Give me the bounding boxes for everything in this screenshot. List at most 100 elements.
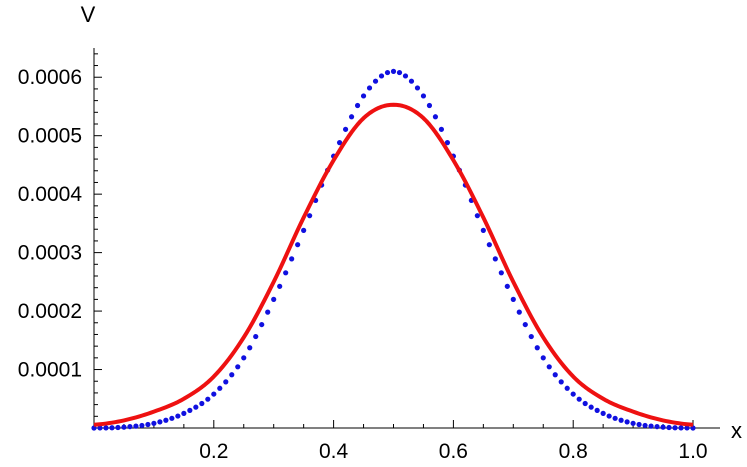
series-0-dot <box>97 425 103 431</box>
series-0-dot <box>384 69 391 76</box>
series-0-dot <box>187 407 193 413</box>
series-0-dot <box>336 140 343 146</box>
series-0-dot <box>678 425 684 431</box>
series-0-dot <box>265 309 271 315</box>
series-0-dot <box>516 309 522 315</box>
series-0-dot <box>145 421 151 428</box>
series-0-dot <box>564 385 570 391</box>
series-0-dot <box>654 424 660 430</box>
series-0-dot <box>546 364 552 370</box>
series-0-dot <box>127 424 133 430</box>
series-0-dot <box>342 126 349 132</box>
series-0-dot <box>576 396 582 402</box>
series-0-dot <box>247 345 253 351</box>
series-0-dot <box>307 213 313 219</box>
series-0-dot <box>438 126 445 132</box>
series-0-point <box>211 391 217 397</box>
x-tick-label: 0.2 <box>199 440 228 463</box>
series-1-line <box>93 102 694 427</box>
series-0-dot <box>378 73 385 79</box>
series-0-dot <box>157 419 163 425</box>
y-tick-label: 0.0004 <box>18 183 83 206</box>
series-0-dot <box>486 242 492 248</box>
series-0-point <box>570 391 576 397</box>
series-0-point <box>121 424 127 430</box>
series-0-dot <box>169 415 175 421</box>
series-0-dot <box>396 69 403 76</box>
series-0-dot <box>426 102 433 109</box>
y-tick-label: 0.0005 <box>18 125 82 148</box>
x-tick-label: 0.4 <box>319 440 349 463</box>
series-0-point <box>420 93 427 99</box>
series-0-dot <box>594 407 600 413</box>
series-0-dot <box>199 400 205 407</box>
series-0-dot <box>504 283 510 289</box>
series-0-dot <box>366 85 373 91</box>
y-tick-label: 0.0002 <box>18 300 82 323</box>
series-0-dot <box>115 424 121 431</box>
series-0-dot <box>103 425 109 431</box>
x-tick-label: 1.0 <box>678 440 707 463</box>
series-0-point <box>540 355 546 361</box>
series-0-point <box>271 296 277 302</box>
axes <box>93 48 720 429</box>
series-0-dot <box>672 425 678 431</box>
series-0-point <box>600 410 606 416</box>
series-0-dot <box>582 400 588 407</box>
series-0-dot <box>552 372 558 378</box>
series-0-dot <box>444 140 451 146</box>
series-0-dot <box>624 419 630 425</box>
x-axis-label: x <box>731 418 742 443</box>
series-0-dot <box>289 256 295 262</box>
x-tick-label: 0.6 <box>439 440 468 463</box>
series-0-dot <box>133 423 139 429</box>
series-0-dot <box>534 345 540 351</box>
series-0-dot <box>588 404 594 410</box>
series-0-dot <box>666 424 672 431</box>
series-0-point <box>181 410 187 416</box>
series-0-point <box>91 425 97 431</box>
y-tick-label: 0.0001 <box>18 359 82 382</box>
series-0-dot <box>295 242 301 248</box>
series-0-dot <box>528 333 534 340</box>
series-0-point <box>480 227 486 233</box>
series-0-dot <box>205 396 211 402</box>
series-0-dot <box>414 85 421 91</box>
series-0-dot <box>606 413 612 419</box>
series <box>91 68 696 431</box>
series-0-dot <box>402 73 409 79</box>
series-0-point <box>660 424 666 430</box>
series-0-dot <box>648 423 654 429</box>
series-0-dot <box>109 425 115 431</box>
series-0-dot <box>372 78 379 84</box>
series-0-dot <box>612 415 618 421</box>
series-0-dot <box>498 270 504 276</box>
series-0-dot <box>139 422 145 429</box>
series-0-dot <box>277 283 283 289</box>
series-0-dot <box>354 102 361 109</box>
series-0-dot <box>193 404 199 410</box>
series-0-dot <box>229 372 235 378</box>
series-0-point <box>390 68 397 74</box>
y-axis-label: V <box>81 2 96 27</box>
series-0-dot <box>618 417 624 423</box>
series-0-dot <box>283 270 289 276</box>
series-0-point <box>301 227 307 233</box>
series-0-point <box>241 355 247 361</box>
series-0-point <box>360 93 367 99</box>
y-tick-label: 0.0003 <box>18 242 82 265</box>
series-0-dot <box>259 321 265 328</box>
series-0-dot <box>175 413 181 419</box>
series-0-dot <box>253 333 259 340</box>
series-0-dot <box>492 256 498 262</box>
series-0-point <box>151 420 157 426</box>
ticks: 0.2 0.4 0.6 0.8 1.0 0.0001 0.0002 0.0003 0.0004 0… <box>18 53 708 463</box>
series-0-dot <box>474 213 480 219</box>
x-tick-label: 0.8 <box>559 440 588 463</box>
series-0-dot <box>217 385 223 391</box>
series-0-dot <box>642 422 648 429</box>
series-0-dot <box>408 78 415 84</box>
series-0-dot <box>684 425 690 431</box>
series-0-point <box>630 420 636 426</box>
